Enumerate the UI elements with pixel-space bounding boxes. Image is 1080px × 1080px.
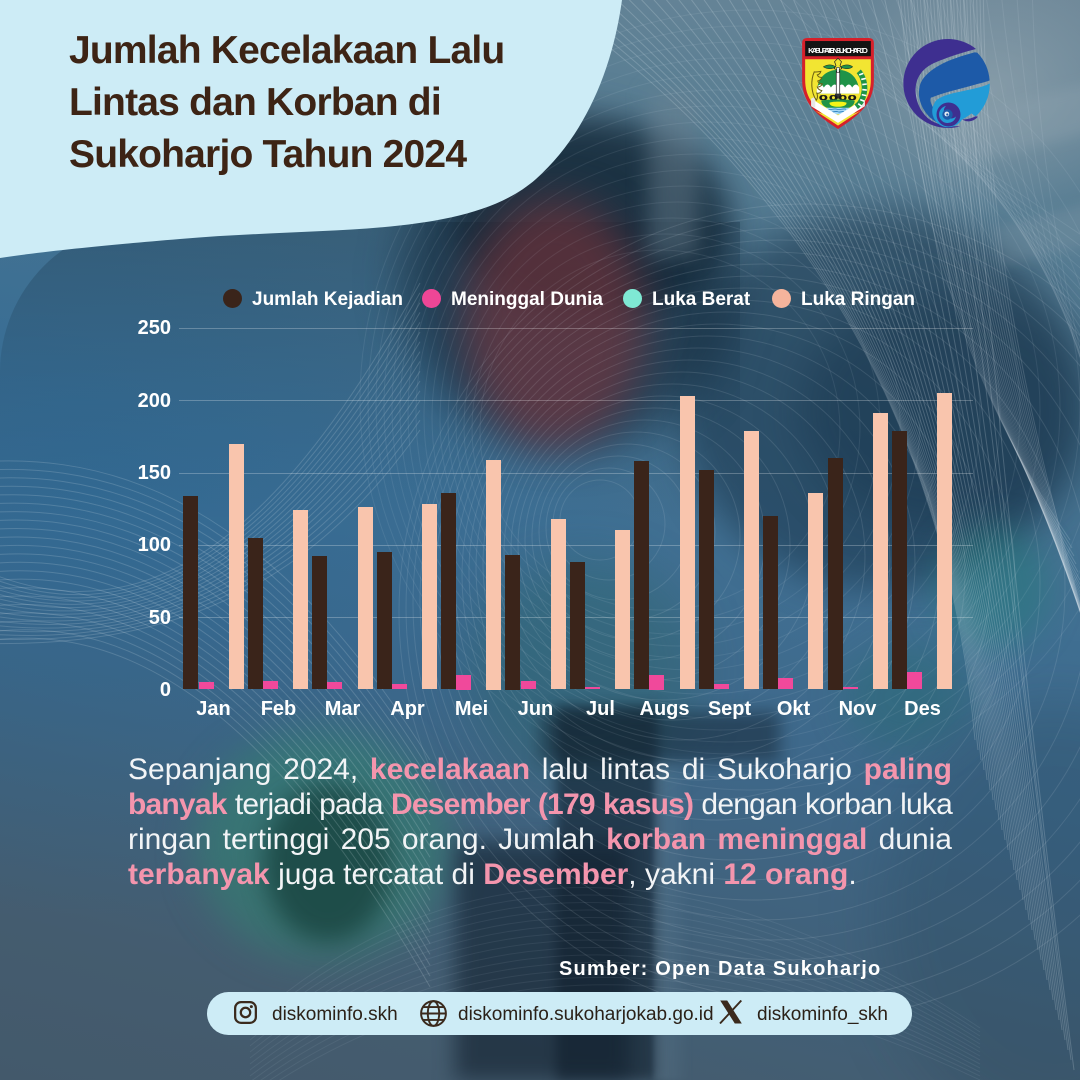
svg-text:KABUPATEN SUKOHARJO: KABUPATEN SUKOHARJO (808, 46, 868, 55)
